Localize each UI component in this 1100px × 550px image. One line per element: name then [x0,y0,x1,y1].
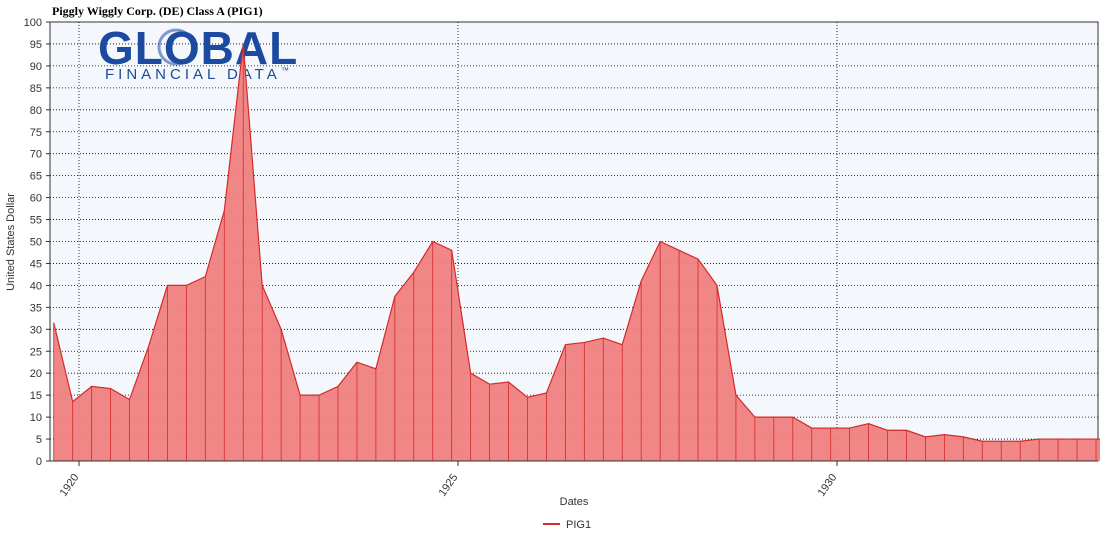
series-line [53,43,1100,442]
x-tick-label: 1920 [58,472,82,499]
x-tick-label: 1925 [437,472,461,499]
y-tick-label: 5 [36,434,42,446]
y-tick-label: 85 [30,83,42,95]
y-tick-label: 70 [30,149,42,161]
legend: PIG1 [543,519,591,531]
y-tick-label: 80 [30,105,42,117]
y-tick-label: 90 [30,61,42,73]
chart-title: Piggly Wiggly Corp. (DE) Class A (PIG1) [52,4,263,18]
y-tick-label: 45 [30,258,42,270]
y-tick-label: 30 [30,324,42,336]
logo-sub-text: FINANCIAL DATA [105,66,281,83]
y-tick-label: 40 [30,280,42,292]
y-tick-label: 15 [30,390,42,402]
series-area [53,43,1100,461]
y-tick-label: 60 [30,193,42,205]
y-tick-label: 0 [36,456,42,468]
logo-main-text: GLOBAL [98,22,298,74]
y-tick-label: 75 [30,127,42,139]
logo-tm: ™ [281,66,289,75]
y-tick-label: 50 [30,237,42,249]
y-tick-label: 10 [30,412,42,424]
x-tick-label: 1930 [816,472,840,499]
y-tick-label: 20 [30,368,42,380]
legend-label: PIG1 [566,519,591,531]
y-axis-label: United States Dollar [5,193,17,291]
y-tick-label: 25 [30,346,42,358]
globe-icon [157,28,195,66]
global-financial-data-logo: GLOBAL FINANCIAL DATA ™ [98,22,298,83]
area-fill [53,43,1100,461]
y-tick-label: 35 [30,302,42,314]
y-tick-label: 100 [24,17,42,29]
y-tick-label: 65 [30,171,42,183]
y-tick-label: 55 [30,215,42,227]
x-axis-label: Dates [560,496,589,508]
y-tick-label: 95 [30,39,42,51]
